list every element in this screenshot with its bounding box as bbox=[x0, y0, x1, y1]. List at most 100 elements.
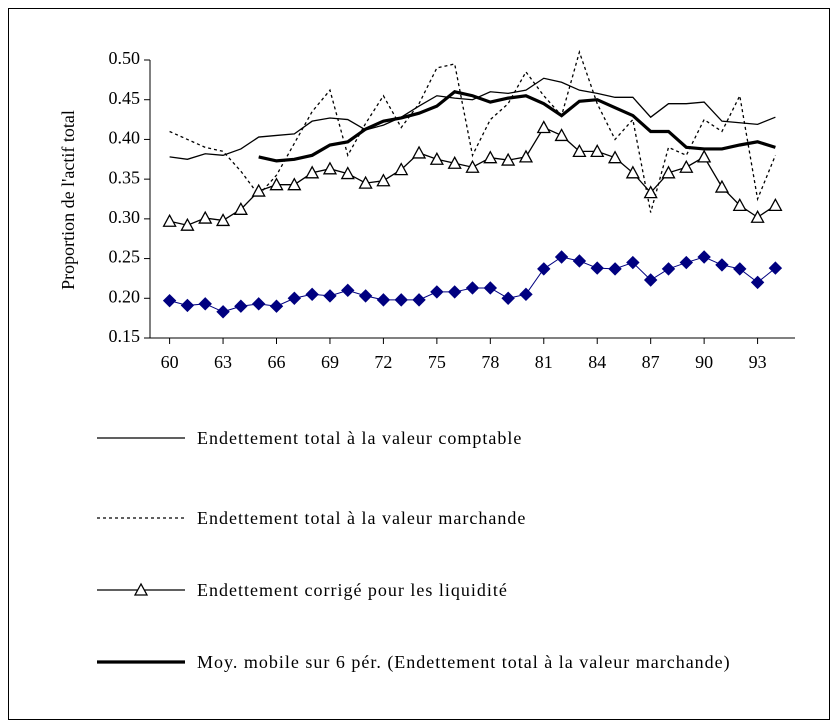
marker-diamond bbox=[750, 275, 765, 290]
marker-triangle bbox=[198, 210, 213, 224]
marker-diamond bbox=[394, 293, 408, 307]
marker-triangle bbox=[251, 183, 266, 197]
marker-triangle bbox=[554, 128, 569, 142]
marker-diamond bbox=[251, 297, 266, 311]
y-tick-label: 0.20 bbox=[109, 286, 141, 306]
marker-diamond bbox=[180, 298, 195, 313]
marker-triangle bbox=[625, 165, 640, 179]
marker-triangle bbox=[643, 185, 658, 199]
series-line bbox=[169, 49, 777, 213]
marker-triangle bbox=[394, 162, 409, 176]
marker-diamond bbox=[465, 281, 480, 295]
marker-triangle bbox=[518, 149, 534, 163]
marker-triangle bbox=[233, 201, 248, 215]
marker-diamond bbox=[572, 254, 587, 268]
marker-triangle bbox=[133, 582, 149, 596]
marker-diamond bbox=[198, 297, 212, 311]
marker-triangle bbox=[358, 175, 373, 189]
marker-triangle bbox=[269, 177, 284, 191]
marker-diamond bbox=[554, 250, 569, 264]
x-tick-label: 63 bbox=[214, 352, 232, 372]
y-tick-label: 0.35 bbox=[109, 167, 141, 187]
marker-diamond bbox=[697, 250, 711, 264]
marker-diamond bbox=[341, 283, 355, 298]
marker-diamond bbox=[358, 289, 373, 303]
marker-triangle bbox=[590, 143, 605, 157]
series-line bbox=[258, 90, 776, 163]
marker-triangle bbox=[607, 150, 623, 164]
x-tick-label: 78 bbox=[481, 352, 499, 372]
x-tick-label: 72 bbox=[374, 352, 392, 372]
y-axis-label: Proportion de l'actif total bbox=[58, 110, 78, 290]
marker-triangle bbox=[679, 159, 694, 173]
chart-border bbox=[8, 8, 830, 720]
legend-label: Endettement total à la valeur comptable bbox=[197, 428, 523, 448]
x-tick-label: 84 bbox=[588, 352, 606, 372]
marker-triangle bbox=[411, 145, 427, 159]
marker-triangle bbox=[376, 173, 391, 187]
legend-label: Moy. mobile sur 6 pér. (Endettement tota… bbox=[197, 652, 731, 672]
x-tick-label: 66 bbox=[268, 352, 286, 372]
marker-diamond bbox=[269, 299, 284, 313]
marker-triangle bbox=[501, 152, 516, 166]
marker-triangle bbox=[483, 150, 498, 164]
marker-diamond bbox=[234, 299, 248, 313]
marker-diamond bbox=[519, 287, 533, 302]
marker-diamond bbox=[537, 262, 551, 276]
marker-diamond bbox=[608, 262, 622, 276]
marker-triangle bbox=[697, 149, 712, 163]
y-tick-label: 0.45 bbox=[109, 88, 141, 108]
marker-triangle bbox=[447, 155, 462, 169]
marker-triangle bbox=[429, 151, 444, 165]
marker-triangle bbox=[750, 209, 765, 223]
y-tick-label: 0.15 bbox=[109, 326, 141, 346]
marker-diamond bbox=[323, 289, 337, 303]
marker-triangle bbox=[162, 213, 177, 227]
marker-triangle bbox=[661, 165, 676, 179]
marker-triangle bbox=[714, 179, 730, 193]
marker-diamond bbox=[162, 293, 177, 308]
marker-diamond bbox=[590, 261, 604, 275]
y-tick-label: 0.50 bbox=[109, 48, 141, 68]
marker-diamond bbox=[733, 262, 747, 276]
marker-diamond bbox=[412, 293, 426, 307]
x-tick-label: 81 bbox=[535, 352, 553, 372]
marker-triangle bbox=[215, 213, 231, 227]
x-tick-label: 87 bbox=[642, 352, 660, 372]
marker-diamond bbox=[216, 305, 230, 319]
marker-triangle bbox=[768, 197, 783, 212]
y-tick-label: 0.40 bbox=[109, 128, 141, 148]
marker-diamond bbox=[643, 273, 658, 287]
marker-triangle bbox=[340, 166, 355, 180]
marker-diamond bbox=[679, 255, 694, 270]
marker-diamond bbox=[768, 261, 783, 275]
marker-diamond bbox=[626, 255, 640, 270]
y-tick-label: 0.25 bbox=[109, 247, 141, 267]
marker-triangle bbox=[732, 197, 747, 212]
series-line bbox=[169, 77, 776, 160]
legend-label: Endettement total à la valeur marchande bbox=[197, 508, 527, 528]
x-tick-label: 93 bbox=[749, 352, 767, 372]
marker-diamond bbox=[305, 287, 319, 302]
x-tick-label: 90 bbox=[695, 352, 713, 372]
marker-diamond bbox=[287, 291, 302, 305]
marker-triangle bbox=[536, 120, 551, 134]
marker-triangle bbox=[465, 159, 480, 173]
legend-label: Endettement corrigé pour les liquidité bbox=[197, 580, 508, 600]
series-line bbox=[169, 126, 776, 226]
marker-diamond bbox=[501, 291, 515, 305]
marker-diamond bbox=[376, 293, 391, 307]
marker-triangle bbox=[322, 161, 338, 175]
x-tick-label: 60 bbox=[161, 352, 179, 372]
marker-triangle bbox=[287, 177, 302, 191]
x-tick-label: 75 bbox=[428, 352, 446, 372]
marker-diamond bbox=[430, 285, 444, 299]
x-tick-label: 69 bbox=[321, 352, 339, 372]
marker-triangle bbox=[180, 217, 195, 231]
marker-diamond bbox=[715, 258, 729, 272]
marker-diamond bbox=[661, 262, 676, 276]
marker-diamond bbox=[447, 285, 462, 299]
marker-triangle bbox=[572, 143, 587, 157]
